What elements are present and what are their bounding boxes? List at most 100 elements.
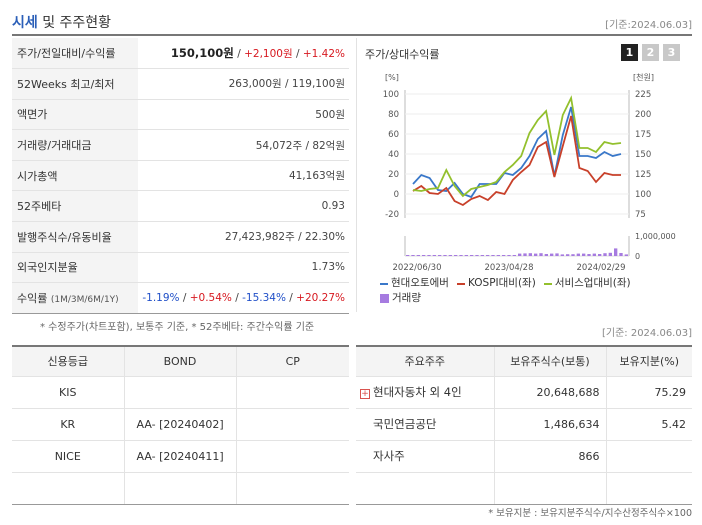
face-label: 액면가 <box>12 99 138 131</box>
right-unit: [천원] <box>633 72 654 82</box>
table-row: + 현대자동차 외 4인 20,648,688 75.29 <box>356 376 692 409</box>
return-3m: +0.54% <box>189 292 232 305</box>
reference-date-2: [기준: 2024.06.03] <box>601 328 692 339</box>
price-change: +2,100원 <box>244 48 293 61</box>
volume-bar <box>502 255 506 256</box>
mcap-value: 41,163억원 <box>138 160 349 192</box>
volume-bar <box>582 253 586 256</box>
price-change-pct: +1.42% <box>302 48 345 61</box>
credit-bond <box>124 472 237 505</box>
credit-bond: AA- [20240402] <box>124 408 237 441</box>
left-unit: [%] <box>385 73 399 82</box>
left-tick-label: 40 <box>388 150 399 160</box>
volume-bar <box>550 253 554 256</box>
holder-shares: 20,648,688 <box>494 376 607 409</box>
return-label: 수익률 (1M/3M/6M/1Y) <box>12 282 138 314</box>
chart-panel: 주가/상대수익률 1 2 3 [%] [천원] 100 225 80 200 60 175… <box>356 38 692 312</box>
table-row: 국민연금공단 1,486,634 5.42 <box>356 408 692 441</box>
holders-header-pct: 보유지분(%) <box>606 346 692 377</box>
row-foreign: 외국인지분율 1.73% <box>12 252 349 284</box>
volume-bar <box>406 255 410 256</box>
legend-label: 거래량 <box>392 292 421 304</box>
mcap-label: 시가총액 <box>12 160 138 192</box>
credit-agency: KR <box>12 408 125 441</box>
expand-icon[interactable]: + <box>360 389 370 399</box>
right-tick-label: 75 <box>635 210 646 220</box>
info-footnote: * 수정주가(차트포함), 보통주 기준, * 52주베타: 주간수익률 기준 <box>40 322 315 333</box>
legend-item: 서비스업대비(좌) <box>543 276 631 291</box>
volume-bar <box>464 255 468 256</box>
shares-value: 27,423,982주 / 22.30% <box>138 221 349 253</box>
volume-bar <box>422 255 426 256</box>
chart-legend: 현대오토에버 KOSPI대비(좌) 서비스업대비(좌) 거래량 <box>380 276 631 306</box>
chart-tab-2[interactable]: 2 <box>642 44 659 61</box>
table-row: 자사주 866 <box>356 440 692 473</box>
price-label: 주가/전일대비/수익률 <box>12 38 138 70</box>
sep: / <box>292 48 303 61</box>
right-tick-label: 225 <box>635 90 651 100</box>
return-1m: -1.19% <box>142 292 180 305</box>
row-52w: 52Weeks 최고/최저 263,000원 / 119,100원 <box>12 68 349 100</box>
title-rest: 및 주주현황 <box>37 15 112 31</box>
w52-value: 263,000원 / 119,100원 <box>138 68 349 100</box>
volume-bar <box>518 253 522 256</box>
volume-bar <box>624 254 628 256</box>
sep: / <box>285 292 297 305</box>
volume-bar <box>608 252 612 256</box>
volume-bar <box>459 255 463 256</box>
volume-bar <box>523 253 527 256</box>
credit-agency: KIS <box>12 376 125 409</box>
shares-label: 발행주식수/유동비율 <box>12 221 138 253</box>
holder-shares: 866 <box>494 440 607 473</box>
holder-pct: 5.42 <box>606 408 692 441</box>
right-tick-label: 125 <box>635 170 651 180</box>
major-shareholders-table: 주요주주 보유주식수(보통) 보유지분(%) + 현대자동차 외 4인 20,64… <box>356 345 692 505</box>
volume-bar <box>603 253 607 256</box>
price-value: 150,100원 / +2,100원 / +1.42% <box>138 38 349 70</box>
face-value: 500원 <box>138 99 349 131</box>
section-title: 시세 및 주주현황 <box>12 12 111 32</box>
right-tick-label: 100 <box>635 190 651 200</box>
left-tick-label: 100 <box>383 90 399 100</box>
volume-tick-label: 0 <box>635 252 640 261</box>
credit-agency <box>12 472 125 505</box>
holder-name: 국민연금공단 <box>356 408 495 441</box>
volume-bar <box>592 253 596 256</box>
table-row: KR AA- [20240402] <box>12 408 349 441</box>
credit-cp <box>236 376 349 409</box>
holder-shares <box>494 472 607 505</box>
series-line <box>412 115 621 207</box>
return-sub: (1M/3M/6M/1Y) <box>50 295 119 306</box>
row-mcap: 시가총액 41,163억원 <box>12 160 349 192</box>
chart-tab-3[interactable]: 3 <box>663 44 680 61</box>
right-tick-label: 175 <box>635 130 651 140</box>
credit-bond: AA- [20240411] <box>124 440 237 473</box>
chart-tab-1[interactable]: 1 <box>621 44 638 61</box>
holders-header-name: 주요주주 <box>356 346 495 377</box>
volume-bar <box>486 255 490 256</box>
volume-bar <box>427 255 431 256</box>
return-6m: -15.34% <box>242 292 286 305</box>
holders-header-row: 주요주주 보유주식수(보통) 보유지분(%) <box>356 346 692 377</box>
holder-name-text[interactable]: 현대자동차 외 4인 <box>373 385 462 399</box>
volume-bar <box>496 255 500 256</box>
credit-cp <box>236 408 349 441</box>
return-label-text: 수익률 <box>17 292 48 306</box>
legend-item: 현대오토에버 <box>380 276 449 291</box>
holder-name <box>356 472 495 505</box>
volume-bar <box>411 255 415 256</box>
table-row <box>356 472 692 505</box>
volume-bar <box>454 255 458 256</box>
holder-name: + 현대자동차 외 4인 <box>356 376 495 409</box>
volume-bar <box>448 255 452 256</box>
volume-bar <box>528 253 532 256</box>
volume-bar <box>587 254 591 256</box>
series-line <box>412 106 622 199</box>
foreign-label: 외국인지분율 <box>12 252 138 284</box>
credit-header-agency: 신용등급 <box>12 346 125 377</box>
volume-bar <box>598 254 602 256</box>
beta-value: 0.93 <box>138 190 349 223</box>
legend-swatch <box>456 282 465 285</box>
left-tick-label: 60 <box>388 130 399 140</box>
legend-item: 거래량 <box>380 291 421 306</box>
